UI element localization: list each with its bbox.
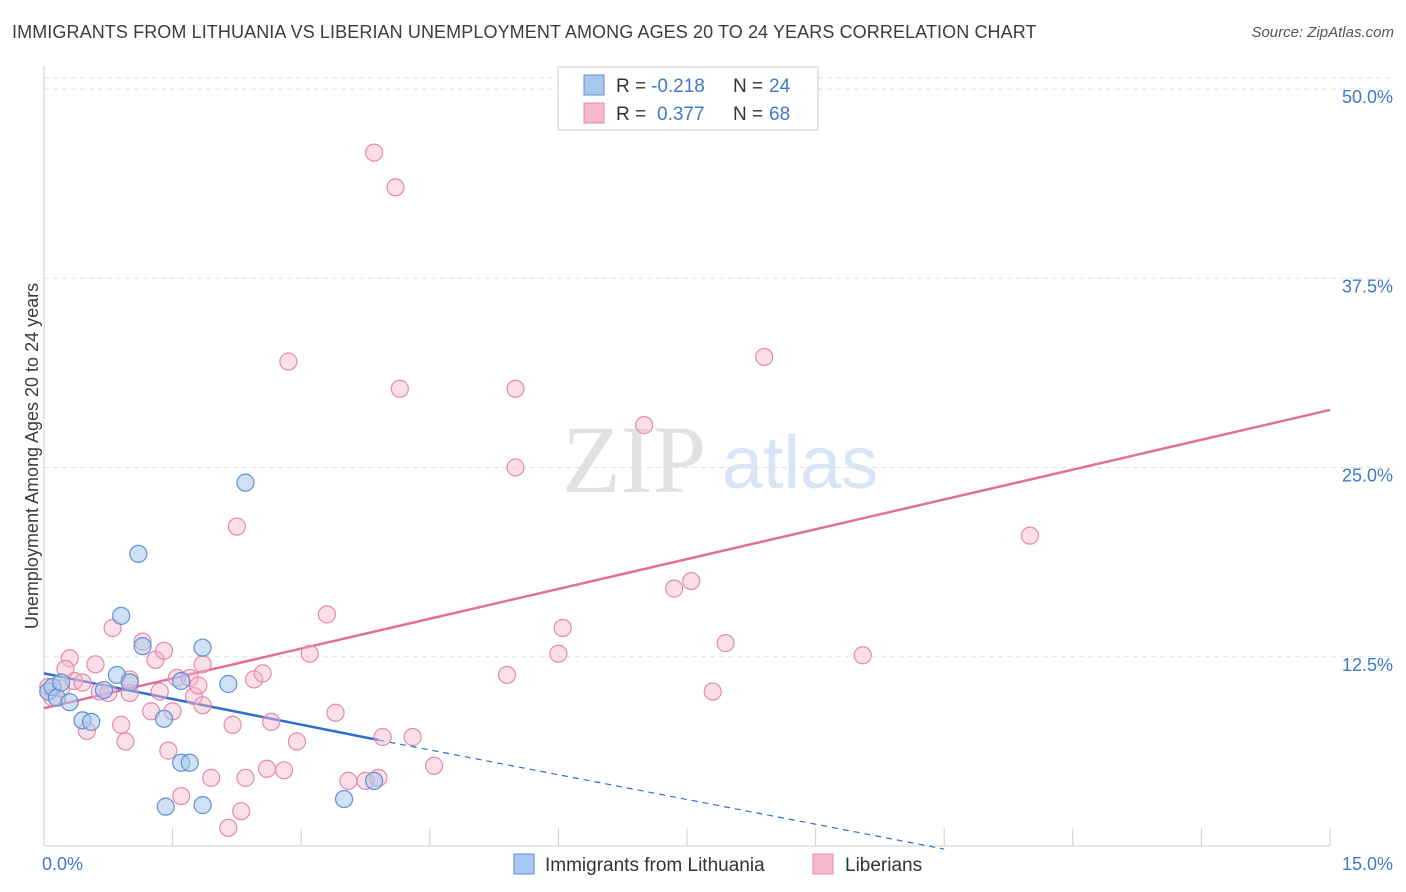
x-tick-label-0: 0.0%: [42, 854, 83, 874]
point-liberians-30: [236, 768, 255, 787]
point-lithuania-21: [193, 796, 212, 815]
point-liberians-54: [635, 416, 654, 435]
y-tick-label-2: 37.5%: [1342, 276, 1393, 296]
point-liberians-42: [364, 143, 384, 162]
point-lithuania-7: [94, 680, 114, 700]
tick-labels: 12.5% 25.0% 37.5% 50.0% 0.0% 15.0%: [42, 87, 1393, 874]
point-lithuania-11: [129, 544, 148, 563]
point-lithuania-12: [133, 637, 152, 656]
bottom-legend-swatch-pink: [812, 853, 834, 875]
point-liberians-38: [317, 605, 337, 624]
point-liberians-11: [112, 715, 131, 734]
point-lithuania-18: [219, 674, 238, 694]
bottom-legend-label-liberians: Liberians: [845, 855, 922, 876]
watermark-zip: ZIP: [562, 406, 706, 513]
point-liberians-49: [497, 665, 517, 685]
point-liberians-52: [549, 644, 568, 663]
point-liberians-55: [665, 579, 684, 598]
legend-n-label-1: N =: [733, 76, 763, 97]
point-lithuania-17: [193, 638, 212, 657]
point-liberians-39: [326, 703, 345, 722]
point-liberians-57: [703, 682, 722, 701]
point-liberians-44: [373, 727, 392, 747]
point-liberians-60: [853, 646, 872, 665]
point-liberians-58: [716, 634, 735, 653]
legend-r-label-1: R =: [616, 76, 646, 97]
point-liberians-48: [424, 756, 444, 775]
point-liberians-26: [202, 768, 221, 787]
point-liberians-17: [150, 682, 169, 701]
point-lithuania-9: [112, 606, 131, 625]
y-axis-label: Unemployment Among Ages 20 to 24 years: [22, 283, 42, 629]
legend: R = -0.218 N = 24 R = 0.377 N = 68: [557, 66, 819, 131]
grid-lines: [44, 77, 1392, 658]
point-liberians-65: [219, 818, 238, 837]
bottom-legend-swatch-blue: [513, 853, 535, 875]
point-liberians-56: [682, 571, 701, 591]
point-lithuania-19: [236, 473, 255, 492]
point-liberians-7: [86, 655, 105, 674]
point-liberians-67: [257, 759, 277, 778]
point-lithuania-23: [364, 771, 384, 790]
point-lithuania-22: [334, 789, 354, 809]
point-lithuania-3: [52, 673, 71, 692]
point-liberians-28: [227, 517, 246, 536]
chart-title: IMMIGRANTS FROM LITHUANIA VS LIBERIAN UN…: [12, 22, 1037, 42]
watermark-atlas: atlas: [722, 421, 878, 504]
legend-n-value-2: 68: [769, 104, 790, 125]
bottom-legend: Immigrants from Lithuania Liberians: [513, 853, 922, 876]
legend-n-label-2: N =: [733, 104, 763, 125]
point-liberians-47: [403, 727, 422, 747]
point-liberians-36: [287, 732, 307, 751]
point-lithuania-16: [180, 753, 199, 772]
point-liberians-50: [506, 379, 525, 398]
y-tick-label-1: 25.0%: [1342, 466, 1393, 486]
point-liberians-3: [60, 649, 79, 668]
point-liberians-18: [154, 641, 174, 660]
point-liberians-25: [193, 655, 212, 674]
point-liberians-34: [274, 761, 294, 780]
y-tick-label-3: 50.0%: [1342, 87, 1393, 107]
point-liberians-32: [253, 664, 272, 683]
x-tick-label-1: 15.0%: [1342, 854, 1393, 874]
trend-line-liberians: [43, 408, 1331, 710]
trend-line-lithuania-extension: [378, 739, 945, 850]
data-points: [39, 143, 1040, 837]
point-liberians-51: [506, 458, 525, 477]
point-liberians-24: [193, 696, 212, 715]
point-lithuania-20: [156, 797, 175, 816]
point-lithuania-10: [120, 673, 139, 692]
point-liberians-64: [159, 741, 178, 760]
point-liberians-37: [300, 644, 319, 663]
point-liberians-61: [1020, 526, 1040, 545]
point-liberians-53: [553, 618, 572, 638]
y-tick-label-0: 12.5%: [1342, 655, 1393, 675]
point-liberians-66: [189, 676, 208, 695]
legend-r-value-2: 0.377: [657, 104, 705, 125]
point-liberians-5: [73, 673, 92, 692]
point-liberians-40: [339, 771, 358, 790]
point-liberians-12: [116, 732, 135, 751]
legend-swatch-pink: [583, 102, 605, 124]
axes: [43, 66, 1331, 847]
point-lithuania-4: [60, 693, 79, 712]
point-liberians-27: [223, 715, 242, 734]
chart-source: Source: ZipAtlas.com: [1251, 24, 1394, 41]
legend-r-value-1: -0.218: [651, 76, 705, 97]
point-liberians-59: [755, 347, 774, 367]
point-liberians-33: [262, 712, 281, 731]
point-liberians-45: [386, 178, 405, 197]
legend-n-value-1: 24: [769, 76, 791, 97]
point-liberians-21: [172, 786, 191, 806]
legend-r-label-2: R =: [616, 104, 646, 125]
point-lithuania-14: [172, 671, 191, 691]
point-liberians-29: [232, 802, 251, 821]
bottom-legend-label-lithuania: Immigrants from Lithuania: [545, 855, 765, 876]
point-lithuania-13: [154, 709, 174, 728]
point-liberians-35: [279, 352, 298, 371]
point-liberians-46: [390, 379, 409, 398]
point-lithuania-6: [82, 712, 101, 731]
legend-swatch-blue: [583, 74, 605, 96]
